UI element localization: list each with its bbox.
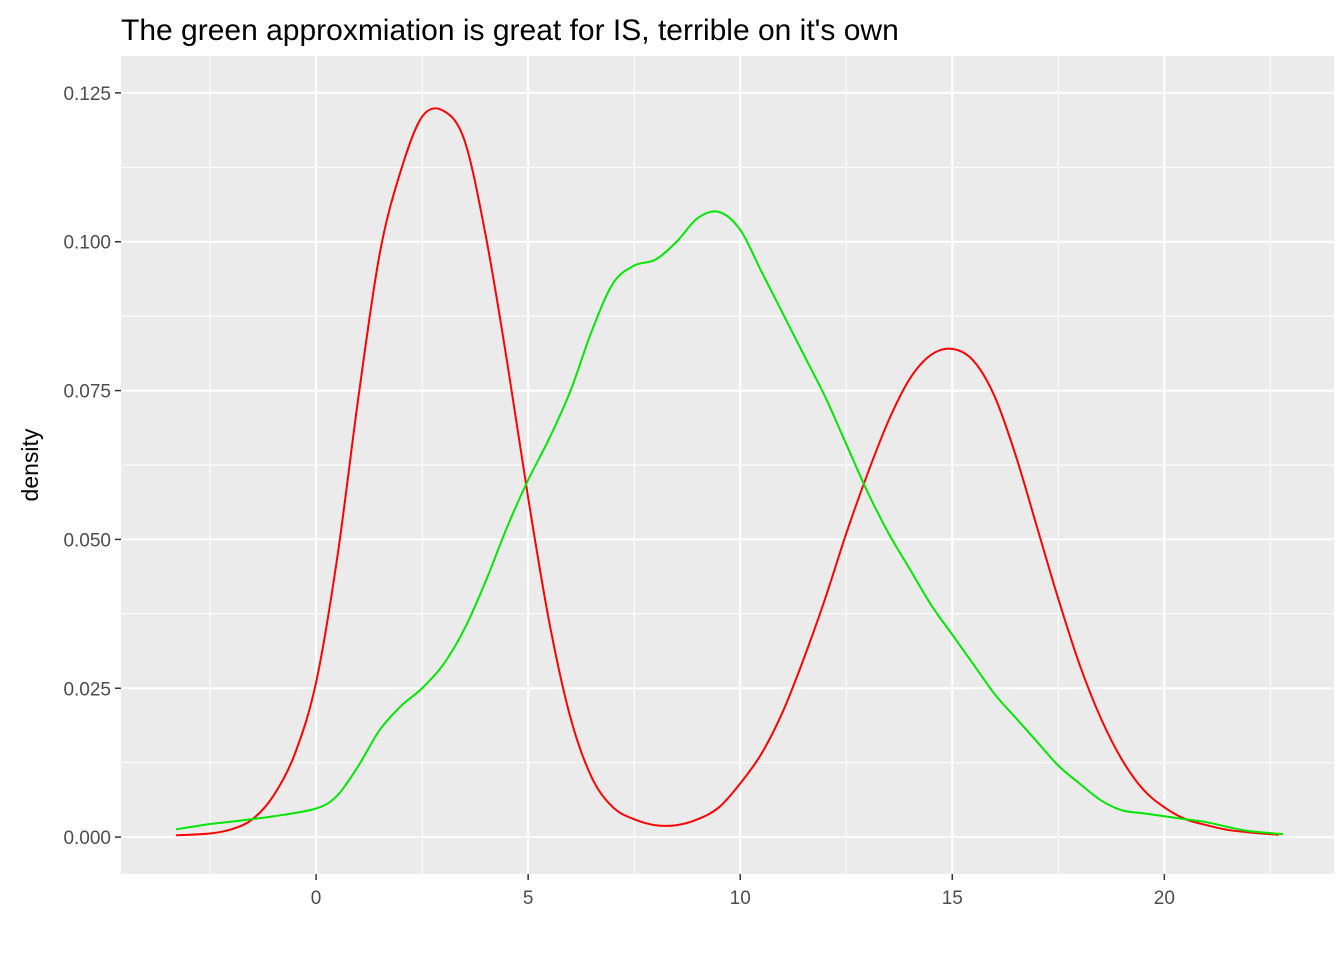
y-tick-label: 0.100 (63, 233, 111, 254)
y-tick-label: 0.125 (63, 84, 111, 105)
y-tick-label: 0.075 (63, 382, 111, 403)
major-grid (121, 56, 1334, 874)
minor-grid (121, 56, 1334, 874)
x-tick-label: 20 (1154, 888, 1175, 909)
density-line-2 (175, 210, 1284, 836)
y-axis: 0.000 0.025 0.050 0.075 0.100 0.125 (63, 84, 121, 849)
x-tick-label: 0 (311, 888, 322, 909)
chart-title: The green approxmiation is great for IS,… (121, 14, 899, 47)
x-tick-label: 10 (730, 888, 751, 909)
density-line-1 (176, 107, 1279, 837)
x-axis: 0 5 10 15 20 (311, 874, 1175, 909)
y-tick-label: 0.025 (63, 679, 111, 700)
series-layer (175, 107, 1284, 837)
y-axis-title: density (17, 428, 43, 501)
y-tick-label: 0.000 (63, 828, 111, 849)
x-tick-label: 15 (942, 888, 963, 909)
y-tick-label: 0.050 (63, 530, 111, 551)
x-tick-label: 5 (523, 888, 534, 909)
